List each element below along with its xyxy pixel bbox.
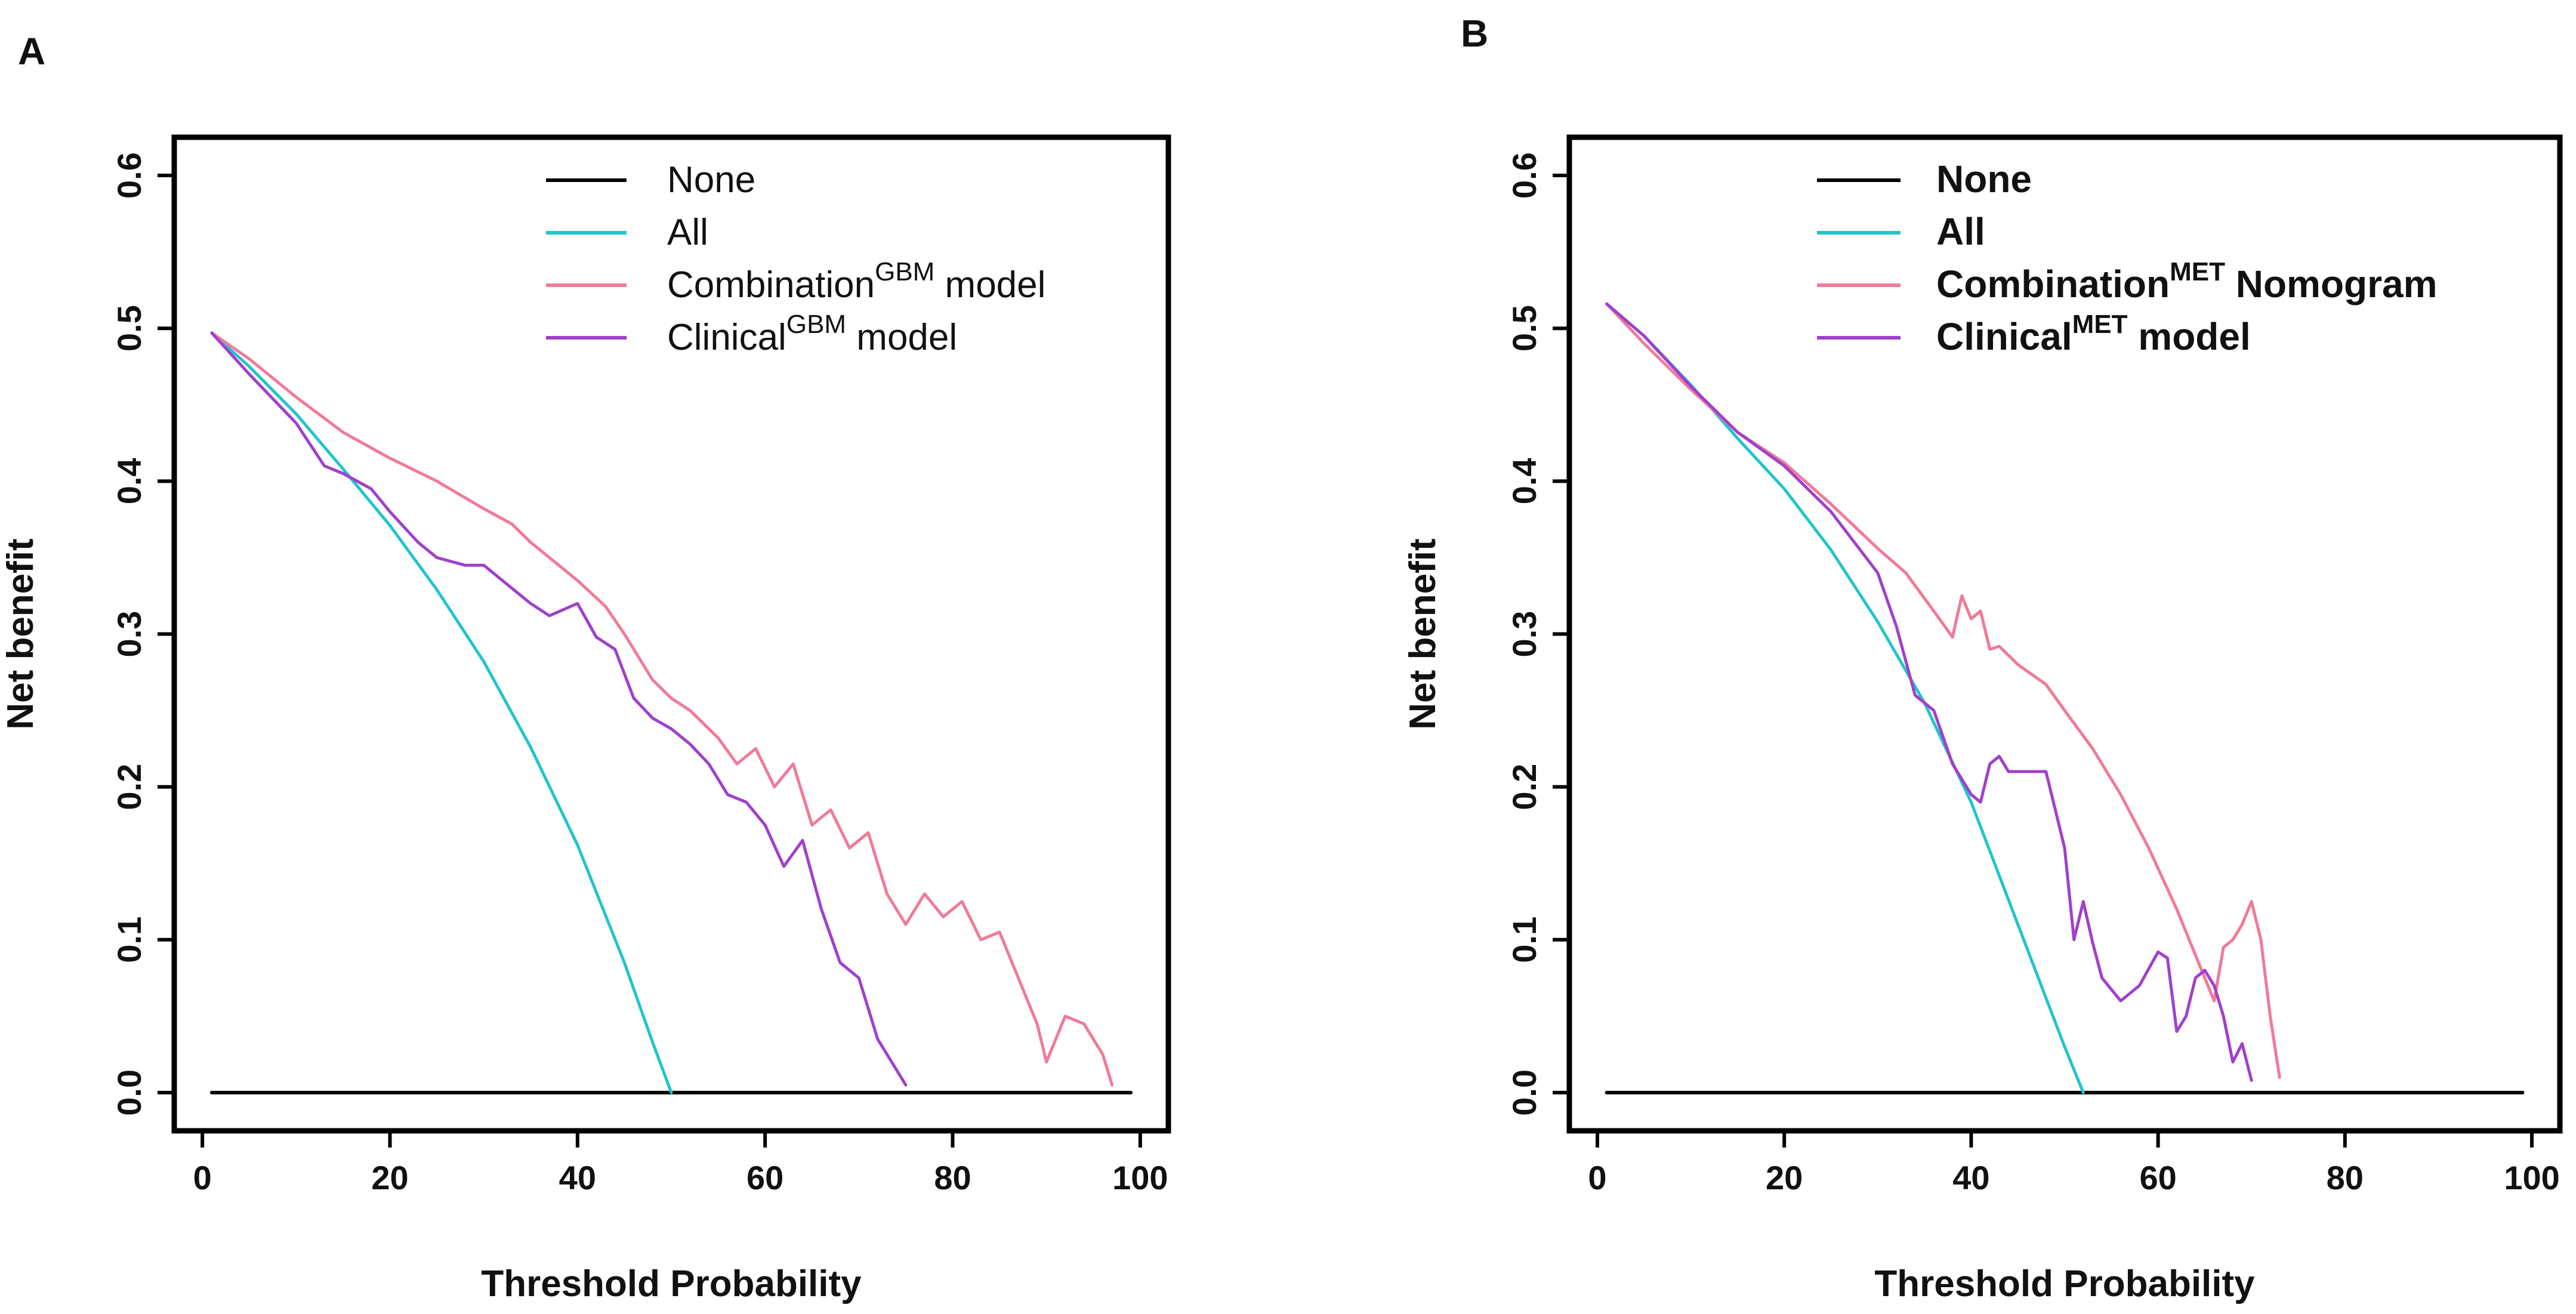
series-line-combination-met-nomogram — [1605, 302, 2281, 1079]
legend-entry-base: None — [1936, 158, 2032, 201]
legend-entry-base: All — [667, 212, 708, 253]
legend-entry-base: Combination — [1936, 263, 2170, 306]
y-tick-label: 0.6 — [1506, 152, 1543, 199]
x-tick-label: 0 — [193, 1159, 212, 1196]
legend-entry: None — [667, 159, 755, 201]
y-tick-label: 0.2 — [110, 764, 148, 810]
x-tick-label: 60 — [746, 1159, 783, 1196]
legend-entry: CombinationMET Nomogram — [1936, 257, 2438, 306]
y-tick-label: 0.1 — [110, 917, 148, 963]
panel-label-b: B — [1461, 12, 1488, 55]
y-tick-label: 0.6 — [110, 152, 148, 199]
legend-entry-tail: Nomogram — [2225, 263, 2438, 306]
y-tick-label: 0.0 — [1506, 1069, 1543, 1116]
x-axis-title: Threshold Probability — [481, 1263, 862, 1304]
series-line-combination-gbm-model — [210, 331, 1114, 1087]
legend-entry-tail: model — [934, 264, 1045, 306]
y-axis-title: Net benefit — [0, 538, 41, 729]
legend-entry: CombinationGBM model — [667, 257, 1045, 306]
legend-entry-base: None — [667, 159, 755, 201]
y-tick-label: 0.3 — [110, 611, 148, 658]
y-tick-label: 0.5 — [1506, 305, 1543, 351]
legend-entry: All — [1936, 210, 1985, 253]
panel-a-chart: 0 20 40 60 80 100 0.0 0.1 0.2 0.3 0.4 0.5 0.6 Thresho… — [0, 134, 1171, 1304]
legend-entry-base: Clinical — [667, 317, 786, 358]
series-line-clinical-gbm-model — [210, 331, 908, 1087]
y-tick-label: 0.0 — [110, 1069, 148, 1116]
y-tick-label: 0.4 — [110, 458, 148, 504]
x-tick-label: 20 — [1766, 1159, 1803, 1196]
legend-entry: None — [1936, 158, 2032, 201]
legend-entry: ClinicalGBM model — [667, 310, 957, 358]
legend-entry: All — [667, 212, 708, 253]
legend-entry-tail: model — [846, 317, 957, 358]
x-tick-label: 0 — [1588, 1159, 1606, 1196]
y-tick-label: 0.1 — [1506, 917, 1543, 963]
legend-entry: ClinicalMET model — [1936, 310, 2251, 358]
panel-label-a: A — [18, 30, 45, 73]
x-tick-label: 60 — [2139, 1159, 2176, 1196]
x-tick-label: 20 — [371, 1159, 408, 1196]
x-axis-title: Threshold Probability — [1874, 1263, 2255, 1304]
legend-entry-superscript: MET — [2072, 310, 2128, 339]
x-tick-label: 100 — [2504, 1159, 2559, 1196]
x-tick-label: 100 — [1112, 1159, 1168, 1196]
series-line-clinical-met-model — [1605, 302, 2253, 1082]
legend-entry-superscript: MET — [2170, 257, 2225, 286]
y-tick-label: 0.5 — [110, 305, 148, 351]
panel-b-chart: 0 20 40 60 80 100 0.0 0.1 0.2 0.3 0.4 0.5 0.6 Thresho… — [1402, 134, 2563, 1304]
x-tick-label: 40 — [559, 1159, 596, 1196]
y-axis-title: Net benefit — [1402, 538, 1443, 729]
x-tick-label: 80 — [2327, 1159, 2364, 1196]
legend-entry-tail: model — [2128, 315, 2251, 358]
legend-entry-base: Clinical — [1936, 315, 2072, 358]
legend-entry-base: Combination — [667, 264, 875, 306]
legend-entry-superscript: GBM — [786, 310, 846, 339]
x-tick-label: 80 — [934, 1159, 971, 1196]
x-tick-label: 40 — [1952, 1159, 1989, 1196]
legend-entry-base: All — [1936, 210, 1985, 253]
series-line-all — [210, 331, 673, 1094]
y-tick-label: 0.4 — [1506, 458, 1543, 504]
legend-entry-superscript: GBM — [875, 257, 934, 286]
y-tick-label: 0.3 — [1506, 611, 1543, 658]
y-tick-label: 0.2 — [1506, 764, 1543, 810]
